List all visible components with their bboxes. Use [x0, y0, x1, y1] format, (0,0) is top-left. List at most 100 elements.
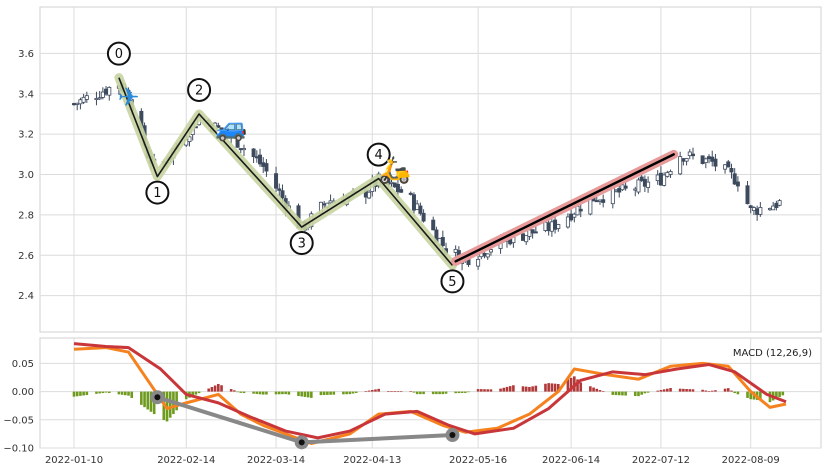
macd-histogram-bar	[550, 383, 554, 392]
macd-histogram-bar	[258, 391, 262, 395]
macd-histogram-bar	[749, 391, 753, 400]
candle-body	[748, 205, 753, 208]
macd-histogram-bar	[666, 388, 669, 392]
candle-body	[777, 200, 782, 206]
macd-histogram-bar	[499, 388, 502, 392]
price-y-tick-label: 3.4	[18, 89, 34, 100]
candle-body	[546, 222, 551, 232]
macd-histogram-bar	[409, 391, 413, 392]
macd-histogram-bar	[345, 391, 348, 395]
candle-body	[553, 219, 558, 230]
macd-histogram-bar	[505, 386, 509, 392]
macd-histogram-bar	[508, 386, 512, 392]
macd-legend: MACD (12,26,9)	[733, 348, 812, 359]
macd-histogram-bar	[431, 391, 435, 395]
macd-panel: 0.05 0.00 −0.05 −0.10 MACD (12,26,9) 2022-0…	[3, 337, 822, 466]
macd-histogram-bar	[236, 391, 239, 393]
candle-body	[415, 203, 420, 210]
candle-body	[687, 151, 692, 157]
macd-histogram-bar	[733, 391, 736, 394]
pivot-label: 1	[145, 180, 170, 205]
macd-histogram-bar	[483, 389, 486, 392]
macd-histogram-bar	[143, 391, 146, 408]
macd-histogram-bar	[640, 391, 643, 395]
macd-histogram-bar	[569, 377, 573, 392]
candle-body	[620, 184, 625, 191]
candle-body	[774, 202, 779, 208]
candle-body	[665, 172, 670, 177]
candle-body	[617, 188, 622, 193]
candle-body	[646, 181, 651, 188]
macd-histogram-bar	[98, 391, 101, 394]
macd-histogram-bar	[124, 391, 127, 396]
macd-histogram-bar	[614, 391, 618, 396]
macd-histogram-bar	[117, 391, 121, 395]
macd-histogram-bar	[759, 391, 762, 401]
trendline-line	[454, 153, 675, 263]
pivot-label: 0	[106, 41, 131, 66]
x-tick-labels: 2022-01-10 2022-02-14 2022-03-14 2022-04-13…	[45, 455, 780, 466]
pivot-label-text: 2	[195, 83, 203, 98]
macd-histogram-bar	[332, 391, 336, 395]
macd-histogram-bar	[688, 389, 692, 392]
pivot-labels: 0 1 2 3 4 5	[106, 41, 465, 294]
candle-body	[367, 191, 372, 199]
candle-body	[710, 156, 715, 162]
x-tick-label: 2022-05-16	[449, 455, 507, 466]
macd-histogram-bar	[662, 389, 666, 392]
macd-histogram-bar	[524, 386, 528, 392]
macd-histogram-bar	[611, 391, 615, 395]
macd-histogram-bar	[326, 391, 329, 395]
candle-body	[488, 249, 493, 253]
macd-histogram-bar	[457, 391, 461, 394]
macd-histogram-bar	[95, 391, 98, 394]
candle-body	[440, 237, 445, 247]
macd-histogram-bar	[438, 391, 441, 395]
candle-body	[84, 95, 89, 100]
macd-histogram-bar	[617, 391, 621, 396]
candle-body	[713, 158, 718, 167]
zigzag-line	[118, 77, 454, 266]
price-y-tick-label: 2.4	[18, 291, 34, 302]
x-tick-label: 2022-03-14	[247, 455, 305, 466]
candle-body	[219, 127, 224, 132]
candle-body	[527, 229, 532, 237]
macd-histogram-bar	[72, 391, 76, 397]
macd-histogram-bar	[637, 391, 640, 397]
macd-histogram-bar	[566, 379, 570, 392]
candle-body	[543, 221, 548, 231]
macd-histogram-bar	[274, 391, 278, 395]
candle-body	[476, 258, 481, 267]
macd-histogram-bar	[441, 391, 445, 395]
candle-body	[642, 178, 647, 187]
macd-histogram-bar	[354, 391, 358, 393]
candle-body	[572, 213, 577, 218]
macd-histogram-bar	[444, 391, 448, 394]
candle-body	[735, 181, 740, 187]
macd-histogram-bar	[322, 391, 326, 396]
macd-histogram-bar	[633, 391, 637, 397]
candle-body	[72, 103, 77, 106]
macd-y-tick-labels: 0.05 0.00 −0.05 −0.10	[3, 359, 34, 455]
pivot-label-text: 5	[448, 275, 456, 290]
macd-histogram-bar	[714, 390, 717, 392]
pivot-label-circle	[106, 41, 131, 66]
macd-histogram-bar	[242, 391, 246, 394]
x-tick-label: 2022-06-14	[542, 455, 600, 466]
candle-body	[408, 192, 413, 195]
macd-histogram-bar	[579, 382, 583, 392]
candle-body	[280, 190, 285, 199]
macd-histogram-bar	[589, 386, 592, 392]
macd-histogram-bar	[775, 391, 778, 399]
macd-histogram-bar	[710, 390, 714, 392]
candle-body	[614, 189, 619, 192]
macd-histogram-bar	[480, 389, 483, 392]
price-y-tick-label: 3.6	[18, 49, 34, 60]
x-tick-label: 2022-01-10	[45, 455, 103, 466]
candle-body	[690, 153, 695, 157]
candle-body	[258, 154, 263, 165]
candle-body	[623, 185, 628, 189]
macd-histogram-bar	[547, 383, 550, 392]
candle-body	[274, 173, 279, 189]
